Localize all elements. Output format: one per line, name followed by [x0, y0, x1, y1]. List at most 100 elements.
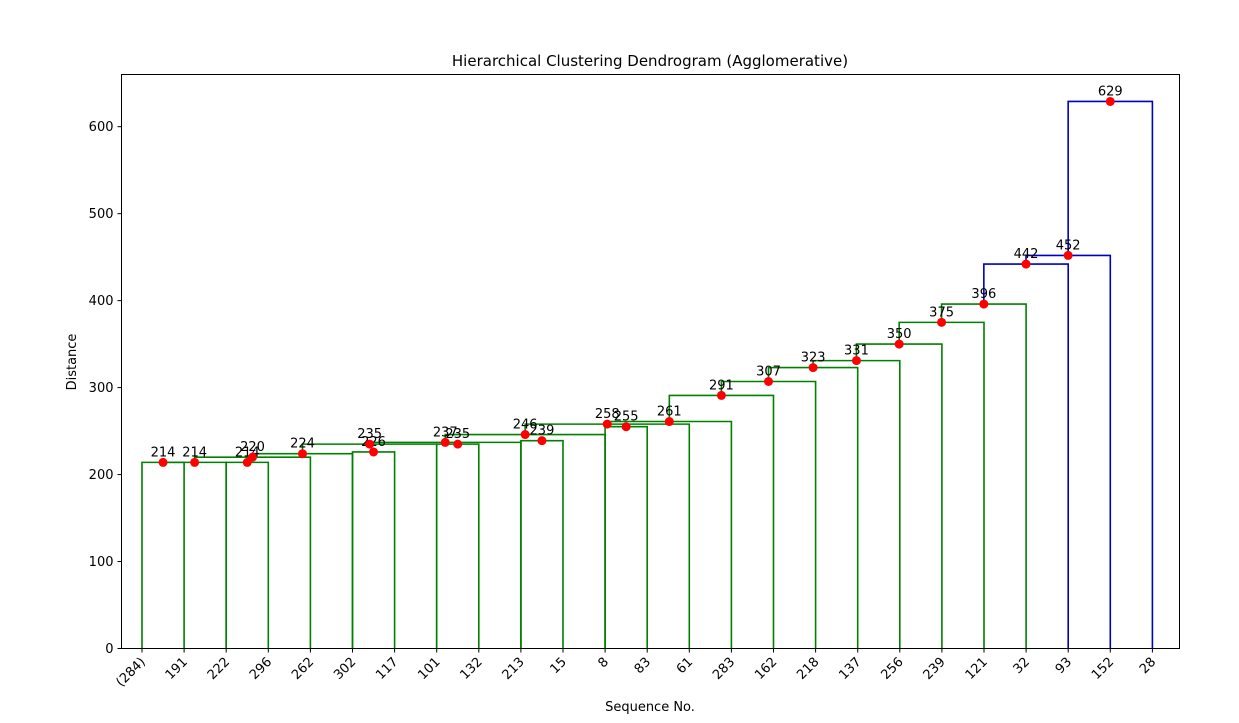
merge-point [1105, 96, 1115, 106]
merge-point [716, 390, 726, 400]
dendrogram-link [225, 461, 270, 649]
leaf-label: 152 [1089, 655, 1117, 683]
x-axis: (284) 191 222 296 262 302 117 101 132 213 15 8 83 61 2… [113, 648, 1159, 690]
merge-height-label: 235 [357, 427, 382, 442]
leaf-label: 262 [289, 655, 317, 683]
leaf-label: 218 [794, 655, 822, 683]
merge-point [1063, 250, 1073, 260]
merge-height-label: 224 [290, 437, 315, 452]
leaf-label: 239 [921, 655, 949, 683]
merge-height-label: 307 [756, 365, 781, 380]
leaf-label: 137 [836, 655, 864, 683]
dendrogram-link [193, 456, 312, 649]
leaf-label: 283 [710, 655, 738, 683]
dendrogram-link [141, 461, 185, 649]
y-axis-label: Distance [65, 334, 80, 391]
merge-height-label: 220 [240, 440, 265, 455]
merge-height-label: 442 [1014, 247, 1039, 262]
merge-height-label: 452 [1056, 238, 1081, 253]
merge-height-label: 239 [530, 424, 555, 439]
y-tick-label: 500 [89, 207, 114, 222]
leaf-label: 93 [1053, 655, 1075, 677]
merge-height-label: 237 [433, 425, 458, 440]
merge-point [894, 339, 904, 349]
y-tick-label: 400 [89, 294, 114, 309]
merge-point [248, 452, 258, 462]
leaf-label: 101 [415, 655, 443, 683]
leaf-label: 61 [674, 655, 696, 677]
leaf-label: 191 [163, 655, 191, 683]
y-tick-label: 200 [89, 468, 114, 483]
merge-point [621, 422, 631, 432]
leaf-label: 132 [457, 655, 485, 683]
merge-point [520, 430, 530, 440]
chart-title: Hierarchical Clustering Dendrogram (Aggl… [452, 52, 848, 70]
dendrogram-link [668, 394, 775, 649]
dendrogram-link [435, 443, 480, 649]
merge-height-label: 375 [929, 305, 954, 320]
merge-point [1021, 259, 1031, 269]
merge-height-label: 291 [709, 378, 734, 393]
dendrogram-link [444, 433, 606, 649]
leaf-label: 28 [1137, 655, 1159, 677]
leaf-label: 15 [548, 655, 570, 677]
y-tick-label: 100 [89, 555, 114, 570]
merge-height-label: 258 [595, 407, 620, 422]
leaf-label: 296 [247, 655, 275, 683]
merge-point [453, 439, 463, 449]
merge-point [537, 436, 547, 446]
dendrogram-link [520, 439, 564, 649]
merge-height-label: 323 [801, 351, 826, 366]
merge-point [851, 356, 861, 366]
y-tick-label: 600 [89, 120, 114, 135]
leaf-label: 256 [878, 655, 906, 683]
leaf-label: 162 [752, 655, 780, 683]
leaf-label: 222 [205, 655, 233, 683]
x-axis-label: Sequence No. [605, 700, 695, 715]
merge-height-label: 255 [614, 410, 639, 425]
y-tick-label: 300 [89, 381, 114, 396]
merge-height-label: 246 [513, 418, 538, 433]
y-tick-label: 0 [105, 642, 113, 657]
merge-point [369, 447, 379, 457]
merge-height-label: 331 [844, 344, 869, 359]
dendrogram-link [606, 420, 733, 649]
merge-point [602, 419, 612, 429]
leaf-label: (284) [113, 655, 148, 690]
merge-height-label: 629 [1098, 84, 1123, 99]
dendrogram-link [767, 366, 859, 649]
merge-point [440, 437, 450, 447]
merge-height-label: 396 [971, 287, 996, 302]
dendrogram-link [524, 423, 691, 649]
merge-point [937, 317, 947, 327]
leaf-label: 117 [373, 655, 401, 683]
leaf-label: 32 [1011, 655, 1033, 677]
dendrogram-link [301, 443, 438, 649]
dendrogram-links [141, 100, 1154, 649]
merge-height-label: 350 [887, 327, 912, 342]
merge-point [808, 363, 818, 373]
dendrogram-link [351, 451, 396, 649]
merge-point [764, 377, 774, 387]
merge-height-label: 235 [445, 427, 470, 442]
dendrogram-link [604, 425, 648, 649]
dendrogram-link [163, 461, 227, 649]
merge-point [190, 457, 200, 467]
leaf-label: 83 [632, 655, 654, 677]
dendrogram-link [720, 380, 817, 649]
merge-height-label: 214 [182, 445, 207, 460]
merge-point [158, 457, 168, 467]
merge-height-label: 214 [151, 445, 176, 460]
plot-frame [121, 74, 1180, 649]
leaf-label: 213 [500, 655, 528, 683]
leaf-label: 121 [963, 655, 991, 683]
merge-point [298, 449, 308, 459]
merge-point [664, 417, 674, 427]
dendrogram-link [368, 441, 522, 649]
merge-point [365, 439, 375, 449]
merge-point [979, 299, 989, 309]
leaf-label: 302 [331, 655, 359, 683]
y-axis: 0 100 200 300 400 500 600 [89, 120, 122, 657]
dendrogram-link [812, 359, 901, 649]
